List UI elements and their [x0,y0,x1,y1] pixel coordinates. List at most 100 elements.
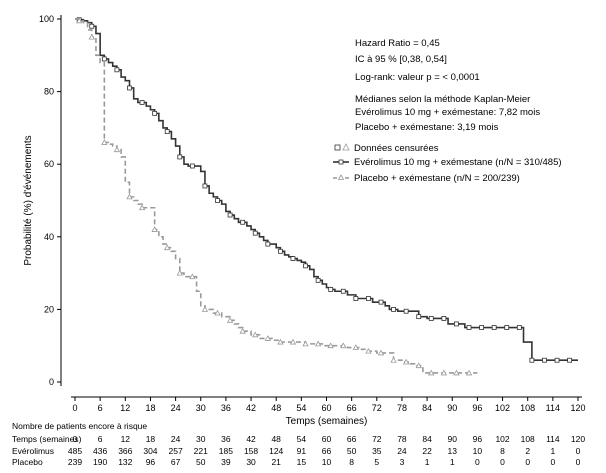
axes: 0 20 40 60 80 100 0 6 12 18 24 30 36 42 48 54 60 66 72 78 84… [23,14,586,427]
censor-mark [277,248,283,254]
censor-mark [89,23,95,29]
censor-mark [465,369,473,376]
risk-count: 190 [93,457,107,467]
risk-count: 67 [171,457,181,467]
risk-count: 91 [297,446,307,456]
censor-mark [542,357,547,363]
risk-count: 0 [550,457,555,467]
censor-mark [529,357,535,363]
x-tick-label: 60 [321,403,331,413]
risk-time-value: 0 [73,434,78,444]
annotation-text: Médianes selon la méthode Kaplan-Meier [355,94,530,105]
censor-mark [76,17,83,24]
censor-mark [315,277,321,283]
censor-mark [466,325,472,330]
censor-mark [139,100,145,105]
risk-count: 0 [475,457,480,467]
censor-mark [352,344,360,350]
risk-count: 13 [448,446,458,456]
x-tick-label: 42 [246,403,256,413]
risk-time-value: 24 [171,434,181,444]
x-tick-label: 24 [171,403,181,413]
risk-count: 22 [422,446,432,456]
risk-time-value: 108 [521,434,535,444]
censor-mark [101,56,107,62]
censor-mark [378,299,384,305]
censor-mark [264,335,271,341]
legend-label: Données censurées [354,143,439,154]
risk-count: 50 [196,457,206,467]
risk-count: 132 [118,457,132,467]
censor-mark [454,321,459,327]
risk-count: 96 [146,457,156,467]
censor-mark [327,342,334,349]
risk-table-header: Temps (semaines) [12,434,82,444]
censor-mark [176,269,183,276]
legend-square-icon [338,159,344,165]
legend-label: Placebo + exémestane (n/N = 200/239) [354,173,520,184]
censor-mark [366,296,371,301]
risk-row-label: Placebo [12,457,43,467]
x-tick-label: 84 [422,403,432,413]
risk-time-value: 72 [372,434,382,444]
censor-mark [441,316,447,321]
legend-triangle-icon [342,143,350,151]
risk-time-value: 78 [397,434,407,444]
x-tick-label: 72 [372,403,382,413]
risk-count: 1 [550,446,555,456]
risk-count: 366 [118,446,132,456]
annotation-text: Placebo + exémestane: 3,19 mois [355,122,499,133]
risk-time-value: 90 [448,434,458,444]
censor-mark [252,230,258,236]
risk-time-value: 96 [473,434,483,444]
risk-count: 30 [246,457,256,467]
censor-mark [138,204,146,211]
risk-count: 24 [397,446,407,456]
censor-mark [189,273,196,280]
censor-mark [240,219,246,225]
y-tick-label: 100 [39,14,54,24]
censor-mark [114,67,120,73]
risk-count: 5 [374,457,379,467]
annotation-text: IC à 95 % [0,38, 0,54] [355,54,447,65]
x-tick-label: 108 [520,403,535,413]
risk-count: 158 [244,446,258,456]
x-tick-label: 6 [98,403,103,413]
risk-time-value: 6 [98,434,103,444]
censor-mark [554,357,560,363]
risk-time-value: 66 [347,434,357,444]
legend: Données censurées Evérolimus 10 mg + exém… [333,143,562,184]
censor-mark [101,139,108,145]
censor-mark [177,154,183,160]
risk-time-value: 42 [246,434,256,444]
y-tick-label: 40 [44,232,54,242]
risk-count: 1 [450,457,455,467]
risk-count: 0 [576,457,581,467]
censor-mark [215,198,220,203]
censor-mark [302,340,309,347]
risk-count: 3 [400,457,405,467]
x-tick-label: 18 [145,403,155,413]
x-tick-label: 120 [570,403,585,413]
censor-mark [265,241,271,247]
censor-mark [377,349,385,356]
x-tick-label: 48 [271,403,281,413]
censor-mark [415,362,422,369]
risk-count: 485 [68,446,82,456]
censor-mark [202,183,208,189]
censor-mark [516,325,522,330]
censor-mark [113,146,121,153]
series-line-everolimus [75,18,578,362]
y-axis-title: Probabilité (%) d'événements [23,135,34,265]
censor-mark [479,325,484,330]
risk-count: 15 [297,457,307,467]
risk-count: 185 [219,446,233,456]
x-tick-label: 30 [196,403,206,413]
risk-count: 50 [347,446,357,456]
censor-mark [252,331,259,338]
risk-time-value: 36 [221,434,231,444]
risk-time-value: 84 [422,434,432,444]
y-tick-label: 80 [44,87,54,97]
censor-mark [226,316,234,323]
y-tick-label: 20 [44,304,54,314]
